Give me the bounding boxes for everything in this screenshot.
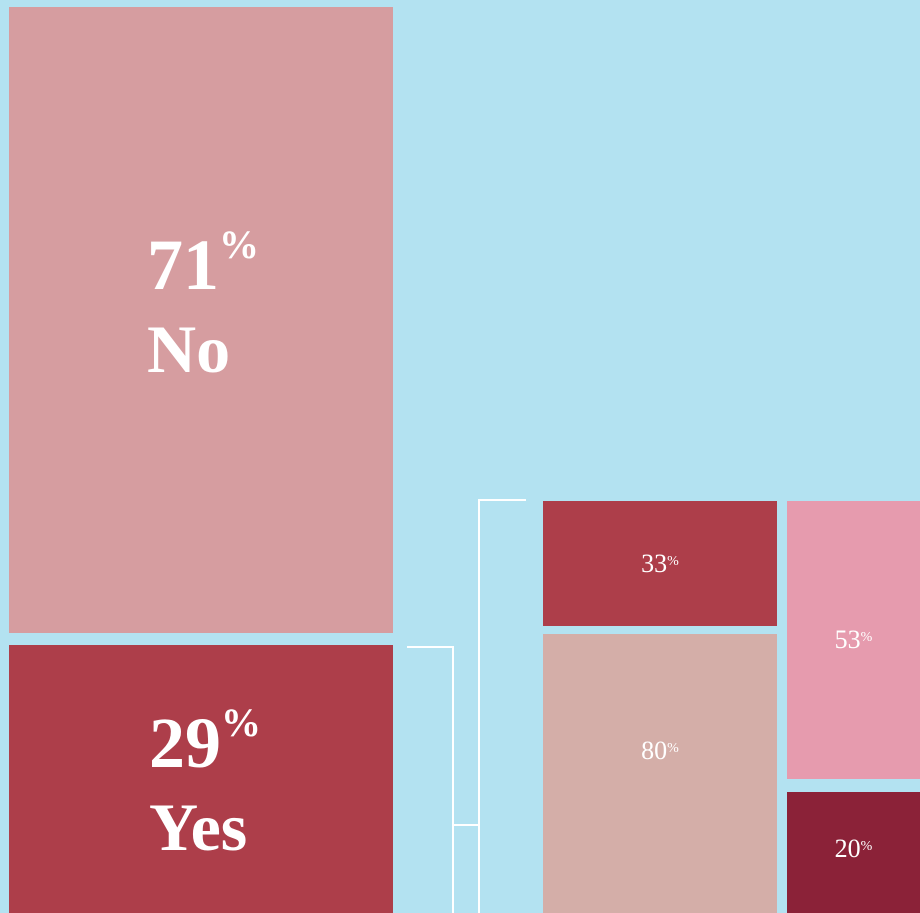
yes-text: 29% Yes: [9, 703, 533, 865]
unit: %: [219, 222, 259, 267]
breakdown-text: 53%: [787, 501, 920, 779]
breakdown-text: 20%: [787, 792, 920, 905]
breakdown-block: 33%: [543, 501, 777, 626]
breakdown-text: 80%: [543, 634, 777, 867]
unit: %: [860, 838, 873, 854]
value: 29: [149, 703, 221, 783]
label: Yes: [149, 789, 248, 865]
value: 71: [147, 225, 219, 305]
connector: [478, 499, 480, 913]
value: 80: [641, 735, 668, 765]
connector: [407, 646, 454, 648]
connector: [478, 499, 526, 501]
breakdown-text: 33%: [543, 501, 777, 626]
unit: %: [667, 553, 679, 569]
breakdown-block: 20%: [787, 792, 920, 913]
value: 33: [641, 548, 668, 578]
value: 20: [834, 833, 861, 863]
breakdown-block: 53%: [787, 501, 920, 779]
no-text: 71% No: [9, 225, 531, 387]
unit: %: [860, 630, 873, 645]
yes-block: 29% Yes: [9, 645, 393, 913]
unit: %: [667, 740, 679, 756]
value: 53: [834, 625, 861, 654]
unit: %: [221, 700, 261, 745]
breakdown-block: 80%: [543, 634, 777, 913]
no-block: 71% No: [9, 7, 393, 633]
label: No: [147, 311, 231, 387]
connector: [452, 646, 454, 913]
connector: [452, 824, 480, 826]
